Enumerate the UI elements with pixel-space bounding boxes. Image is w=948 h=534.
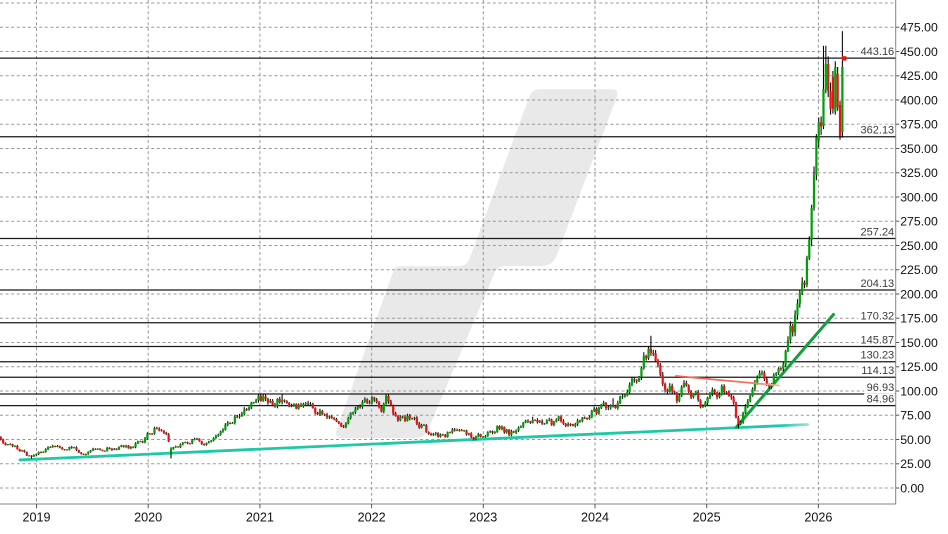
svg-text:114.13: 114.13 xyxy=(861,365,894,377)
svg-text:84.96: 84.96 xyxy=(867,393,895,405)
svg-text:200.00: 200.00 xyxy=(900,287,938,301)
svg-text:96.93: 96.93 xyxy=(867,382,895,394)
svg-text:425.00: 425.00 xyxy=(900,69,938,83)
svg-text:145.87: 145.87 xyxy=(861,334,895,346)
svg-text:300.00: 300.00 xyxy=(900,190,938,204)
svg-text:375.00: 375.00 xyxy=(900,118,938,132)
svg-text:100.00: 100.00 xyxy=(900,384,938,398)
svg-text:0.00: 0.00 xyxy=(900,481,924,495)
svg-text:475.00: 475.00 xyxy=(900,21,938,35)
svg-text:2021: 2021 xyxy=(246,511,274,525)
svg-text:225.00: 225.00 xyxy=(900,263,938,277)
svg-text:257.24: 257.24 xyxy=(861,226,895,238)
svg-text:2022: 2022 xyxy=(358,511,386,525)
svg-text:275.00: 275.00 xyxy=(900,215,938,229)
svg-text:150.00: 150.00 xyxy=(900,336,938,350)
svg-text:125.00: 125.00 xyxy=(900,360,938,374)
svg-text:175.00: 175.00 xyxy=(900,312,938,326)
svg-text:2024: 2024 xyxy=(581,511,609,525)
svg-text:170.32: 170.32 xyxy=(861,311,895,323)
svg-text:350.00: 350.00 xyxy=(900,142,938,156)
svg-text:2025: 2025 xyxy=(693,511,721,525)
svg-text:250.00: 250.00 xyxy=(900,239,938,253)
svg-text:325.00: 325.00 xyxy=(900,166,938,180)
svg-text:2020: 2020 xyxy=(134,511,162,525)
svg-text:450.00: 450.00 xyxy=(900,45,938,59)
svg-text:2026: 2026 xyxy=(804,511,832,525)
svg-text:75.00: 75.00 xyxy=(900,409,931,423)
svg-text:25.00: 25.00 xyxy=(900,457,931,471)
svg-text:362.13: 362.13 xyxy=(861,125,895,137)
svg-text:50.00: 50.00 xyxy=(900,433,931,447)
svg-text:400.00: 400.00 xyxy=(900,93,938,107)
svg-text:443.16: 443.16 xyxy=(861,46,895,58)
svg-text:2023: 2023 xyxy=(469,511,497,525)
svg-text:204.13: 204.13 xyxy=(861,278,895,290)
svg-text:130.23: 130.23 xyxy=(861,350,895,362)
svg-text:2019: 2019 xyxy=(22,511,50,525)
